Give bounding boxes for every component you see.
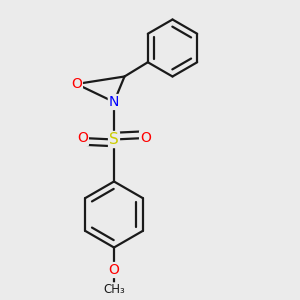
Text: O: O [71,77,82,91]
Text: O: O [109,263,119,277]
Text: N: N [109,95,119,109]
Text: O: O [140,131,151,145]
Text: S: S [109,132,119,147]
Text: O: O [77,131,88,145]
Text: CH₃: CH₃ [103,283,125,296]
